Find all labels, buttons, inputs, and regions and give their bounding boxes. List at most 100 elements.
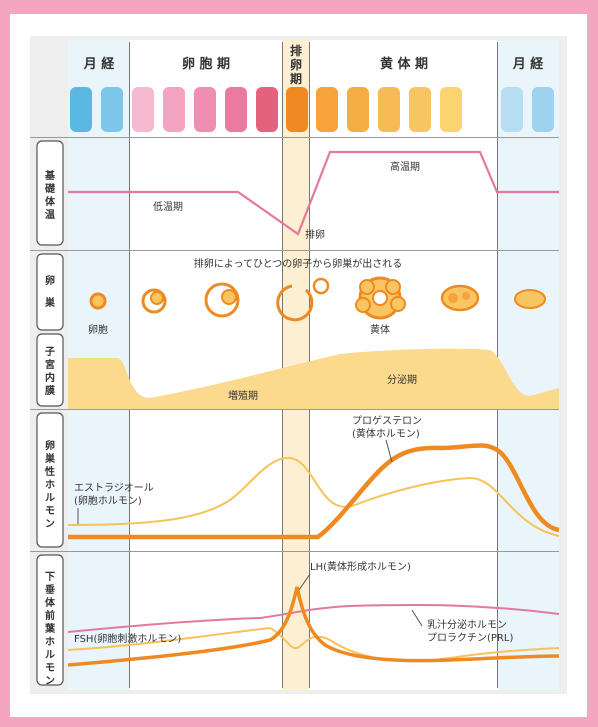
- progesterone-sub-label: (黄体ホルモン): [352, 427, 420, 440]
- day-pill: [501, 87, 523, 132]
- secretory-label: 分泌期: [387, 373, 417, 386]
- day-pill: [194, 87, 216, 132]
- row-box-ovarian-hormones: [36, 412, 64, 548]
- regressing-luteum: [440, 284, 480, 312]
- row-ovary-2: 巣: [44, 296, 56, 309]
- row-oh-1: 卵: [45, 439, 55, 452]
- prl-label: 乳汁分泌ホルモン: [427, 618, 507, 631]
- follicle-label: 卵胞: [88, 324, 108, 336]
- row-ph-7: ル: [45, 650, 55, 661]
- day-pill: [225, 87, 247, 132]
- follicle-stage-3-oocyte: [221, 289, 237, 305]
- phase-ovulation-2: 卵: [290, 57, 302, 72]
- prl-pointer: [411, 609, 423, 627]
- row-oh-6: モ: [45, 506, 55, 517]
- ovulation-label: 排卵: [305, 228, 325, 241]
- row-box-endometrium: [36, 333, 64, 407]
- follicle-stage-1: [89, 292, 107, 310]
- row-labels: 基 礎 体 温 卵 巣 子 宮 内 膜 卵 巣 性 ホ ル モ ン 下 垂 体 …: [44, 169, 56, 687]
- row-ph-1: 下: [45, 571, 55, 583]
- day-pill: [163, 87, 185, 132]
- row-ovary-1: 卵: [45, 274, 55, 287]
- row-label-boxes: [36, 140, 64, 686]
- progesterone-label: プロゲステロン: [352, 415, 422, 427]
- regressing-luteum-body: [440, 284, 480, 312]
- estradiol-curve: [67, 456, 560, 537]
- corpus-albicans-body: [514, 289, 546, 309]
- row-endo-1: 子: [45, 346, 55, 358]
- lh-label: LH(黄体形成ホルモン): [310, 560, 411, 573]
- follicle-stages: [89, 276, 546, 322]
- endometrium-area: [68, 348, 559, 409]
- row-box-bbt: [36, 140, 64, 246]
- ovary-note: 排卵によってひとつの卵子から卵巣が出される: [194, 257, 403, 270]
- corpus-luteum-lobe-2: [385, 279, 401, 295]
- fsh-curve: [67, 626, 560, 662]
- row-oh-4: ホ: [45, 479, 55, 491]
- day-pill: [132, 87, 154, 132]
- row-dividers: [30, 137, 559, 552]
- phase-ovulation-3: 期: [290, 71, 302, 86]
- row-endo-4: 膜: [45, 384, 55, 397]
- phase-menses-start: 月 経: [83, 56, 116, 72]
- regressing-luteum-spot-1: [448, 293, 458, 303]
- day-pill: [256, 87, 278, 132]
- row-ph-6: ホ: [45, 636, 55, 648]
- corpus-luteum-lobe-4: [355, 297, 371, 313]
- row-box-pituitary-hormones: [36, 554, 64, 686]
- low-temp-label: 低温期: [153, 200, 183, 213]
- day-pills: [70, 87, 554, 132]
- phase-ovulation-1: 排: [290, 43, 302, 58]
- high-temp-label: 高温期: [390, 160, 420, 173]
- day-pill: [347, 87, 369, 132]
- row-oh-5: ル: [45, 493, 55, 504]
- day-pill: [409, 87, 431, 132]
- row-ph-2: 垂: [45, 583, 55, 596]
- row-oh-3: 性: [44, 465, 55, 478]
- estradiol-label: エストラジオール: [74, 482, 154, 494]
- day-pill: [101, 87, 123, 132]
- progesterone-curve: [68, 443, 560, 540]
- row-bbt-4: 温: [45, 208, 55, 221]
- row-bbt-2: 礎: [44, 182, 56, 195]
- lh-curve: [67, 586, 560, 667]
- day-pill: [532, 87, 554, 132]
- row-oh-2: 巣: [44, 452, 56, 465]
- menses-bg-right: [498, 40, 559, 690]
- row-ph-3: 体: [45, 596, 56, 609]
- row-box-ovary: [36, 253, 64, 331]
- corpus-luteum-center: [372, 290, 388, 306]
- fsh-label: FSH(卵胞刺激ホルモン): [74, 632, 181, 645]
- day-pill: [316, 87, 338, 132]
- corpus-luteum-lobe-1: [359, 279, 375, 295]
- follicle-stage-2-oocyte: [150, 291, 164, 305]
- prl-curve: [67, 603, 560, 633]
- phase-follicular: 卵 胞 期: [182, 56, 230, 72]
- row-ph-9: ン: [45, 676, 55, 687]
- regressing-luteum-spot-2: [462, 292, 470, 300]
- row-endo-2: 宮: [45, 358, 55, 371]
- released-ovum: [312, 277, 330, 295]
- estradiol-sub-label: (卵胞ホルモン): [74, 495, 142, 507]
- corpus-luteum-shape: [355, 276, 406, 320]
- bbt-curve: [68, 150, 559, 236]
- lh-pointer: [298, 573, 311, 591]
- phase-menses-end: 月 経: [512, 56, 545, 72]
- day-pill: [286, 87, 308, 132]
- row-ph-8: モ: [45, 663, 55, 674]
- day-pill: [378, 87, 400, 132]
- row-bbt-3: 体: [45, 195, 56, 208]
- day-pill: [440, 87, 462, 132]
- phase-luteal: 黄 体 期: [380, 56, 428, 72]
- row-bbt-1: 基: [44, 169, 56, 182]
- corpus-luteum-lobe-3: [390, 296, 406, 312]
- prl-sub-label: プロラクチン(PRL): [427, 632, 513, 644]
- day-pill: [70, 87, 92, 132]
- progesterone-pointer: [385, 439, 393, 463]
- proliferative-label: 増殖期: [228, 389, 258, 402]
- row-ph-4: 前: [45, 609, 55, 622]
- corpus-luteum-label: 黄体: [370, 323, 390, 336]
- row-endo-3: 内: [45, 371, 55, 384]
